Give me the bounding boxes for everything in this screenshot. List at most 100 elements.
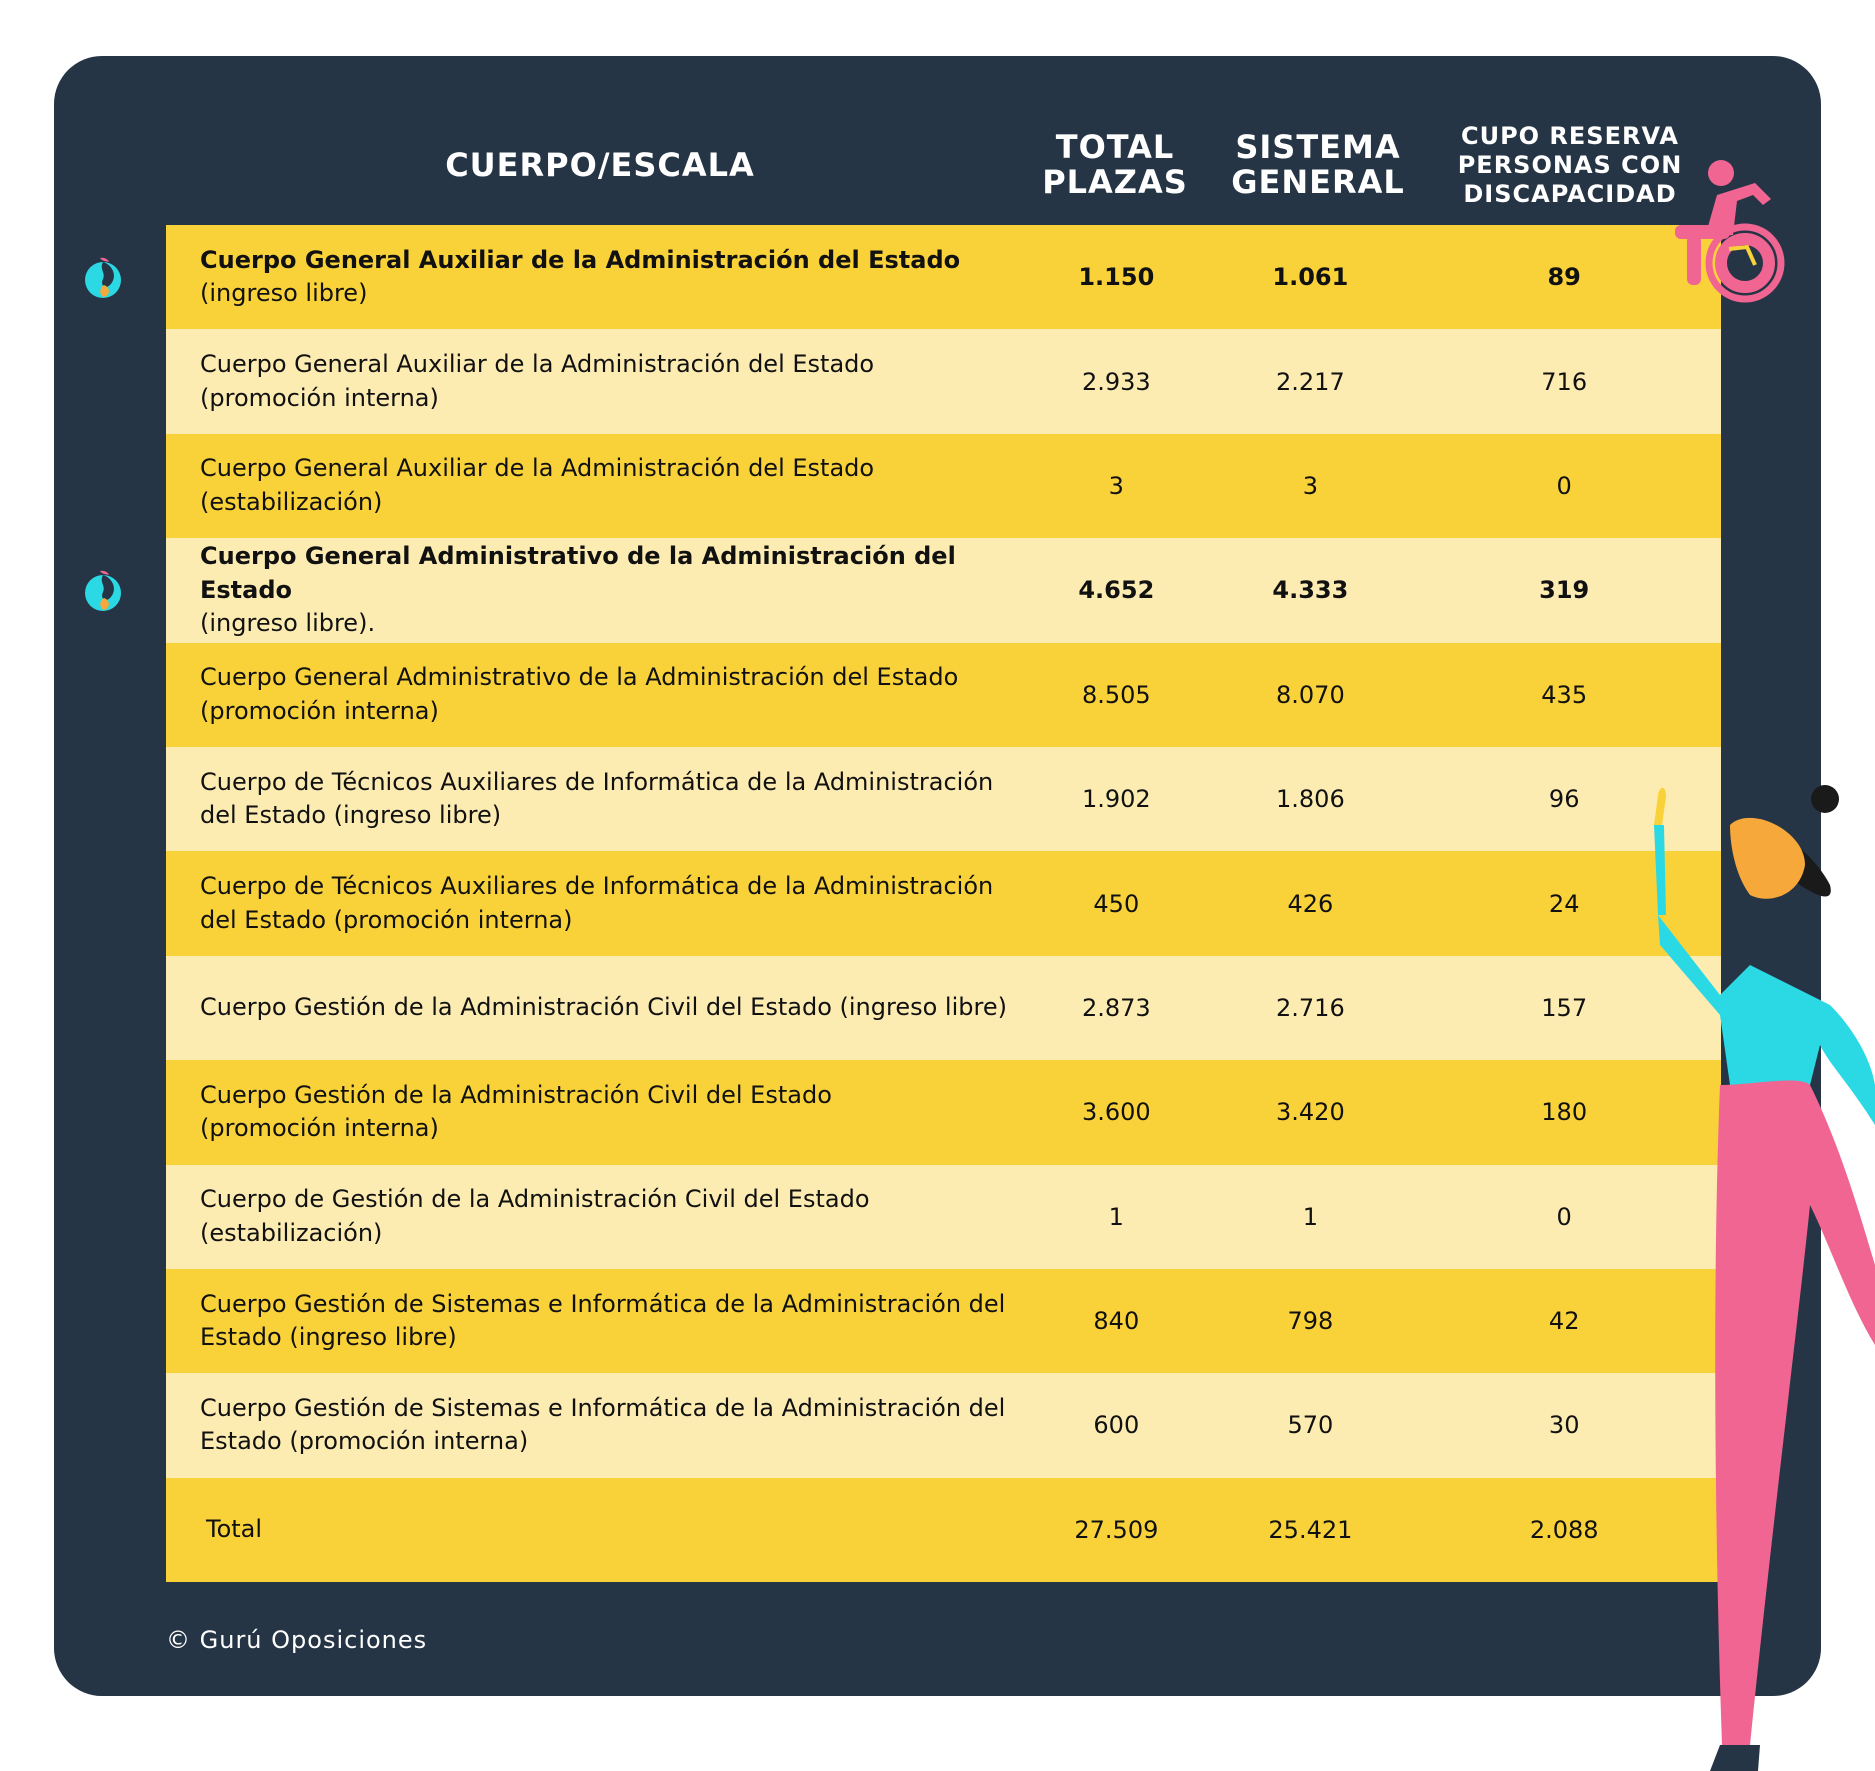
row-total-plazas: 1.150 (1078, 263, 1155, 292)
row-cuerpo: Cuerpo Gestión de la Administración Civi… (166, 1079, 1019, 1146)
total-sistema-general: 25.421 (1268, 1515, 1353, 1544)
row-total-plazas: 4.652 (1078, 576, 1155, 605)
row-cuerpo: Cuerpo de Técnicos Auxiliares de Informá… (166, 766, 1019, 833)
row-sistema-general: 3.420 (1276, 1098, 1345, 1127)
row-total-plazas: 450 (1093, 889, 1140, 918)
row-cuerpo: Cuerpo General Auxiliar de la Administra… (166, 348, 1019, 415)
row-cuerpo-name: Cuerpo de Técnicos Auxiliares de Informá… (200, 871, 994, 900)
row-cuerpo-name: Cuerpo General Administrativo de la Admi… (200, 663, 959, 692)
row-sistema-general: 2.716 (1276, 993, 1345, 1022)
row-total-plazas: 840 (1093, 1307, 1140, 1336)
row-cuerpo: Cuerpo de Técnicos Auxiliares de Informá… (166, 870, 1019, 937)
row-cuerpo-name: Cuerpo Gestión de Sistemas e Informática… (200, 1289, 1006, 1318)
row-cupo-reserva: 0 (1556, 1202, 1572, 1231)
row-total-plazas: 3.600 (1081, 1098, 1151, 1127)
row-cuerpo: Cuerpo de Gestión de la Administración C… (166, 1183, 1019, 1250)
row-cupo-reserva: 30 (1548, 1411, 1580, 1440)
row-cuerpo-name: Cuerpo de Técnicos Auxiliares de Informá… (200, 767, 994, 796)
total-cupo-reserva: 2.088 (1529, 1515, 1599, 1544)
row-sistema-general: 798 (1287, 1307, 1334, 1336)
row-total-plazas: 2.933 (1081, 367, 1151, 396)
row-cupo-reserva: 716 (1541, 367, 1588, 396)
row-cupo-reserva: 0 (1556, 471, 1572, 500)
row-cuerpo-name: Cuerpo Gestión de la Administración Civi… (200, 1080, 832, 1109)
total-total-plazas: 27.509 (1074, 1515, 1159, 1544)
row-cuerpo-name: Cuerpo General Administrativo de la Admi… (200, 541, 956, 604)
person-illustration (1654, 785, 1875, 1771)
row-cuerpo: Cuerpo General Auxiliar de la Administra… (166, 244, 1019, 311)
row-total-plazas: 1.902 (1081, 785, 1151, 814)
row-cuerpo-detail: Estado (promoción interna) (200, 1427, 529, 1456)
header-sistema-line2: GENERAL (1231, 163, 1405, 202)
row-total-plazas: 2.873 (1081, 993, 1151, 1022)
row-cuerpo-detail: (estabilización) (200, 1218, 383, 1247)
table-row: Cuerpo Gestión de la Administración Civi… (166, 955, 1721, 1061)
row-total-plazas: 8.505 (1081, 680, 1151, 709)
row-sistema-general: 1.061 (1272, 263, 1349, 292)
row-cupo-reserva: 157 (1541, 993, 1588, 1022)
row-cupo-reserva: 42 (1548, 1307, 1580, 1336)
row-cuerpo-detail: (ingreso libre) (200, 279, 368, 308)
plazas-table: Cuerpo General Auxiliar de la Administra… (85, 225, 1721, 1583)
total-row: Total 27.509 25.421 2.088 (166, 1477, 1721, 1583)
row-cuerpo-detail: (promoción interna) (200, 383, 439, 412)
table-row: Cuerpo General Administrativo de la Admi… (166, 642, 1721, 747)
row-cuerpo: Cuerpo Gestión de Sistemas e Informática… (166, 1392, 1019, 1459)
guru-logo-icon (85, 570, 121, 612)
header-cupo-reserva: CUPO RESERVA PERSONAS CON DISCAPACIDAD (1440, 122, 1700, 208)
row-cuerpo-name: Cuerpo General Auxiliar de la Administra… (200, 349, 875, 378)
guru-logo-icon (85, 257, 121, 298)
row-sistema-general: 1 (1302, 1202, 1318, 1231)
row-cuerpo-detail: (estabilización) (200, 487, 383, 516)
table-row: Cuerpo de Técnicos Auxiliares de Informá… (166, 851, 1721, 956)
row-cuerpo-detail: del Estado (ingreso libre) (200, 801, 502, 830)
row-sistema-general: 570 (1287, 1411, 1334, 1440)
row-total-plazas: 600 (1093, 1411, 1140, 1440)
header-total-line2: PLAZAS (1042, 163, 1188, 202)
row-total-plazas: 1 (1108, 1202, 1124, 1231)
row-cupo-reserva: 319 (1539, 576, 1590, 605)
row-cupo-reserva: 435 (1541, 680, 1588, 709)
table-row: Cuerpo de Técnicos Auxiliares de Informá… (166, 746, 1721, 852)
row-cuerpo-detail: (promoción interna) (200, 1114, 439, 1143)
header-cuerpo-escala: CUERPO/ESCALA (445, 146, 755, 184)
row-cuerpo-name: Cuerpo General Auxiliar de la Administra… (200, 245, 961, 274)
table-row: Cuerpo de Gestión de la Administración C… (166, 1164, 1721, 1269)
row-sistema-general: 2.217 (1276, 367, 1345, 396)
row-cupo-reserva: 24 (1548, 889, 1580, 918)
row-cuerpo-detail: Estado (ingreso libre) (200, 1323, 457, 1352)
header-sistema-general: SISTEMA GENERAL (1218, 128, 1418, 202)
header-total-line1: TOTAL (1055, 128, 1175, 166)
row-sistema-general: 3 (1302, 471, 1318, 500)
row-cupo-reserva: 89 (1547, 263, 1581, 292)
row-cuerpo-name: Cuerpo General Auxiliar de la Administra… (200, 454, 875, 483)
row-cupo-reserva: 96 (1548, 785, 1580, 814)
row-sistema-general: 8.070 (1276, 680, 1345, 709)
wheelchair-icon (1675, 160, 1785, 303)
table-row: Cuerpo General Auxiliar de la Administra… (166, 329, 1721, 434)
header-cupo-line2: PERSONAS CON (1457, 150, 1683, 179)
total-label: Total (206, 1515, 263, 1544)
row-cuerpo: Cuerpo General Administrativo de la Admi… (166, 661, 1019, 728)
row-sistema-general: 1.806 (1276, 785, 1345, 814)
row-cuerpo-name: Cuerpo de Gestión de la Administración C… (200, 1185, 870, 1214)
row-cuerpo: Cuerpo Gestión de Sistemas e Informática… (166, 1288, 1019, 1355)
row-cuerpo: Cuerpo General Administrativo de la Admi… (166, 540, 1019, 641)
row-cuerpo-detail: del Estado (promoción interna) (200, 905, 573, 934)
row-sistema-general: 426 (1287, 889, 1334, 918)
table-row: Cuerpo General Auxiliar de la Administra… (85, 225, 1721, 330)
row-cuerpo-name: Cuerpo Gestión de Sistemas e Informática… (200, 1393, 1006, 1422)
row-sistema-general: 4.333 (1272, 576, 1349, 605)
table-row: Cuerpo General Auxiliar de la Administra… (166, 433, 1721, 539)
header-total-plazas: TOTAL PLAZAS (1030, 128, 1200, 202)
table-row: Cuerpo General Administrativo de la Admi… (85, 538, 1721, 643)
row-cupo-reserva: 180 (1541, 1098, 1588, 1127)
table-row: Cuerpo Gestión de la Administración Civi… (166, 1060, 1721, 1165)
copyright-text: © Gurú Oposiciones (166, 1626, 428, 1654)
table-row: Cuerpo Gestión de Sistemas e Informática… (166, 1268, 1721, 1374)
table-row: Cuerpo Gestión de Sistemas e Informática… (166, 1373, 1721, 1478)
row-cuerpo-detail: (promoción interna) (200, 696, 439, 725)
header-cupo-line1: CUPO RESERVA (1460, 122, 1679, 150)
header-sistema-line1: SISTEMA (1235, 128, 1401, 166)
header-cupo-line3: DISCAPACIDAD (1463, 179, 1677, 208)
